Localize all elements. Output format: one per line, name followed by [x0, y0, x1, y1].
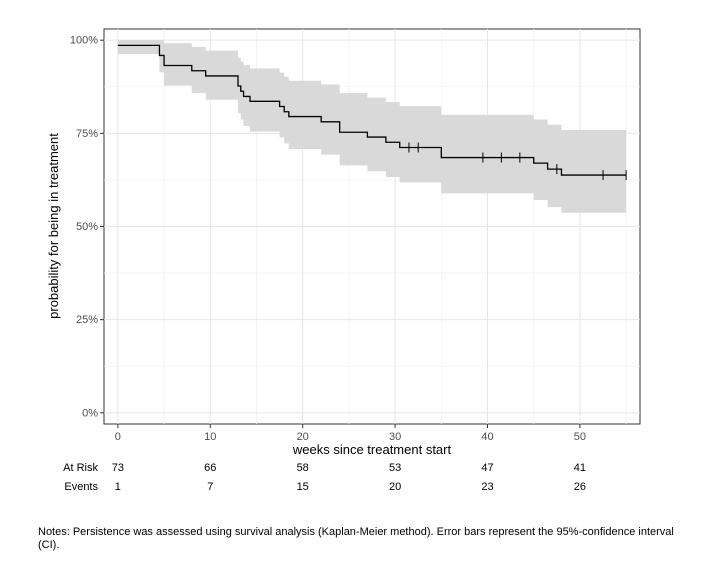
x-tick-label: 40	[481, 431, 493, 443]
x-tick-label: 0	[115, 431, 121, 443]
y-tick-label: 25%	[76, 314, 98, 326]
y-tick-labels: 0% 25% 50% 75% 100%	[70, 35, 98, 420]
x-tick-label: 50	[574, 431, 586, 443]
risk-row-label: At Risk	[63, 462, 98, 474]
risk-table-cell: 41	[574, 462, 586, 474]
risk-row-label: Events	[64, 481, 98, 493]
footnote: Notes: Persistence was assessed using su…	[38, 526, 674, 551]
survival-curve	[117, 44, 627, 176]
y-axis-title: probability for being in treatment	[46, 133, 61, 319]
risk-table-cell: 1	[115, 481, 121, 493]
x-axis-title: weeks since treatment start	[292, 442, 452, 457]
x-tick-label: 30	[389, 431, 401, 443]
risk-table-cell: 20	[389, 481, 401, 493]
risk-table-cell: 15	[297, 481, 309, 493]
x-tick-label: 10	[204, 431, 216, 443]
risk-table-cell: 47	[481, 462, 493, 474]
confidence-band-area	[117, 40, 627, 213]
censor-marks	[408, 142, 627, 181]
risk-table-cell: 53	[389, 462, 401, 474]
risk-table-cell: 7	[207, 481, 213, 493]
survival-step-line	[117, 44, 627, 176]
risk-table-cell: 23	[481, 481, 493, 493]
confidence-band	[117, 40, 627, 213]
axis-ticks	[100, 39, 581, 428]
y-tick-label: 50%	[76, 221, 98, 233]
risk-table-cell: 66	[204, 462, 216, 474]
risk-table-cell: 26	[574, 481, 586, 493]
y-tick-label: 0%	[82, 407, 98, 419]
y-tick-label: 75%	[76, 128, 98, 140]
risk-table-cell: 73	[112, 462, 124, 474]
y-tick-label: 100%	[70, 35, 98, 47]
risk-table: At Risk 73 66 58 53 47 41 Events 1 7 15 20 23 26	[63, 462, 586, 493]
x-tick-label: 20	[297, 431, 309, 443]
risk-table-cell: 58	[297, 462, 309, 474]
x-tick-labels: 0 10 20 30 40 50	[115, 431, 586, 443]
